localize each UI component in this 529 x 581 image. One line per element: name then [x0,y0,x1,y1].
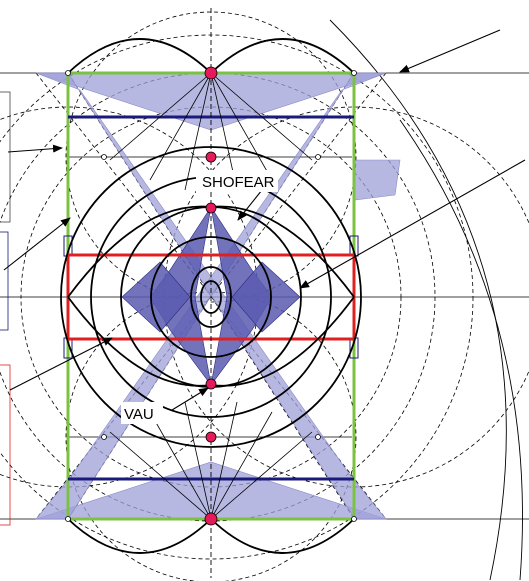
arrow-right-mid [299,159,526,289]
arrow-left-mid [3,217,71,271]
node-top [204,66,218,80]
radial-lines [109,72,313,520]
node-lower [205,431,217,443]
label-shofear: SHOFEAR [202,174,275,191]
small-nodes [65,70,357,522]
arrow-left-lower [9,337,113,391]
node-upper [205,151,217,163]
node-shofear [205,202,217,214]
node-vau [205,378,217,390]
red-nodes [204,66,218,526]
arrow-top-right [399,29,501,73]
arrow-shofear [237,189,263,221]
node-bottom [204,512,218,526]
pointer-arrows [3,29,526,411]
label-vau: VAU [124,406,154,423]
left-side-boxes [0,91,11,526]
outer-arcs [329,19,523,581]
arrow-vau [171,387,209,411]
label-vau-group: VAU [121,402,163,424]
label-shofear-group: SHOFEAR [196,170,278,192]
arrow-left-upper [7,144,63,153]
